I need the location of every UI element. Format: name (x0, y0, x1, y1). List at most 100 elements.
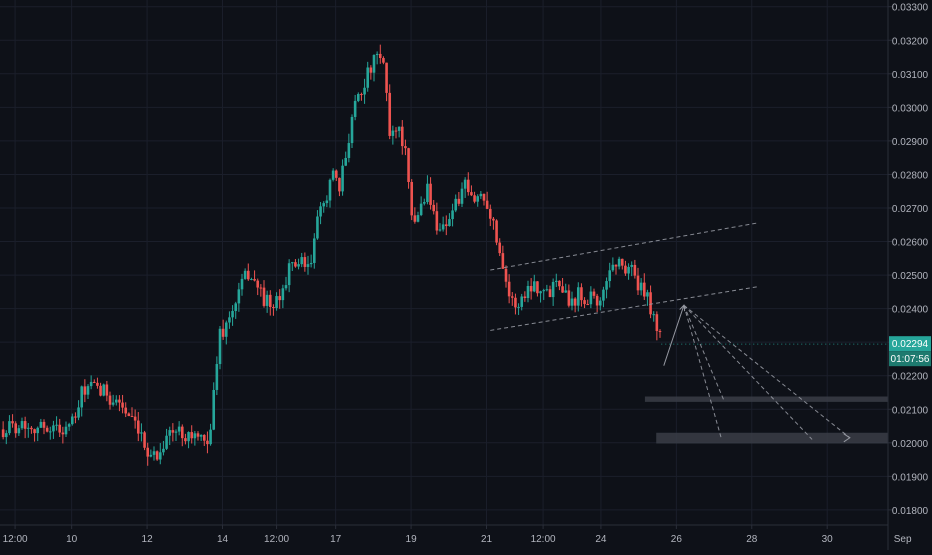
candle-up (70, 416, 74, 425)
candle-down (510, 296, 514, 298)
candle-up (325, 200, 329, 204)
time-axis[interactable]: 12:00 10 12 14 12:00 17 19 21 12:00 24 26 28 30 Sep (3, 525, 912, 545)
candle-up (627, 266, 630, 274)
candle-up (265, 294, 269, 306)
candle-down (394, 130, 398, 132)
candle-up (454, 198, 458, 211)
candle-down (360, 94, 363, 96)
candle-up (312, 238, 316, 263)
candle-up (8, 421, 11, 434)
candle-down (92, 381, 96, 383)
candle-up (542, 290, 546, 292)
candle-down (133, 416, 137, 421)
candle-up (287, 263, 291, 286)
candle-up (209, 429, 212, 445)
candle-down (400, 126, 404, 147)
candle-up (539, 291, 542, 294)
candle-up (397, 126, 401, 131)
candle-down (620, 258, 624, 266)
candle-down (567, 290, 571, 306)
candle-down (338, 177, 341, 192)
price-axis[interactable]: 0.018000.019000.020000.021000.022000.023… (888, 3, 929, 517)
candle-up (347, 143, 351, 158)
candle-down (385, 62, 388, 93)
candle-down (404, 146, 407, 149)
candle-down (105, 384, 109, 396)
candle-down (658, 330, 662, 332)
candle-up (48, 431, 52, 433)
candle-down (180, 426, 184, 439)
candle-up (300, 257, 304, 265)
candle-up (234, 303, 238, 311)
candle-up (532, 281, 536, 292)
candle-up (4, 433, 8, 438)
candle-down (369, 67, 373, 73)
price-tick-label: 0.02700 (892, 204, 929, 215)
price-tick-label: 0.02400 (892, 305, 929, 316)
candle-up (102, 384, 106, 396)
candle-up (617, 258, 621, 267)
candle-down (492, 218, 495, 221)
candle-up (174, 431, 178, 433)
candle-up (451, 210, 454, 220)
price-tick-label: 0.02200 (892, 372, 929, 383)
candle-up (39, 421, 43, 428)
candle-up (426, 183, 429, 203)
candle-up (111, 402, 115, 405)
candle-down (488, 208, 492, 219)
price-tick-label: 0.02600 (892, 238, 929, 249)
candle-down (130, 416, 134, 418)
candle-down (136, 420, 140, 434)
candle-down (595, 295, 599, 306)
candle-down (573, 298, 577, 306)
candle-down (507, 281, 511, 297)
candle-up (520, 296, 524, 307)
candle-up (215, 364, 219, 390)
candle-down (143, 432, 146, 448)
candle-down (413, 215, 417, 222)
candle-down (190, 432, 194, 439)
candle-up (55, 424, 58, 426)
candle-down (99, 385, 102, 396)
candle-up (551, 281, 555, 298)
candle-up (281, 288, 285, 301)
candle-down (633, 264, 637, 276)
candle-up (479, 193, 483, 197)
candle-down (529, 285, 533, 292)
candle-up (545, 289, 549, 291)
candle-up (366, 67, 370, 88)
candle-up (193, 433, 197, 439)
candle-up (517, 306, 520, 308)
candle-up (344, 157, 348, 166)
price-tick-label: 0.03200 (892, 36, 929, 47)
candle-up (187, 432, 190, 442)
candle-down (83, 386, 87, 395)
candle-down (636, 275, 640, 291)
candle-down (432, 204, 436, 212)
projection-target-line (683, 304, 851, 439)
candle-down (272, 307, 275, 309)
candle-up (231, 310, 234, 318)
candle-down (523, 296, 527, 299)
projection-up-leg (663, 305, 685, 366)
candle-up (290, 262, 294, 264)
candle-down (592, 291, 596, 296)
candle-down (124, 407, 128, 414)
candle-up (228, 317, 231, 323)
candle-down (221, 328, 225, 337)
candle-up (20, 421, 24, 429)
candle-down (642, 282, 646, 297)
countdown-tag-background (889, 351, 931, 367)
time-tick-label: 12:00 (264, 534, 289, 545)
candle-down (504, 268, 508, 282)
candle-down (23, 421, 27, 429)
candle-down (444, 224, 448, 227)
time-tick-label: 12 (142, 534, 154, 545)
candle-down (624, 265, 627, 274)
time-tick-label: 14 (217, 534, 229, 545)
time-tick-label: 26 (671, 534, 683, 545)
candle-up (165, 435, 168, 449)
candle-up (646, 292, 649, 297)
